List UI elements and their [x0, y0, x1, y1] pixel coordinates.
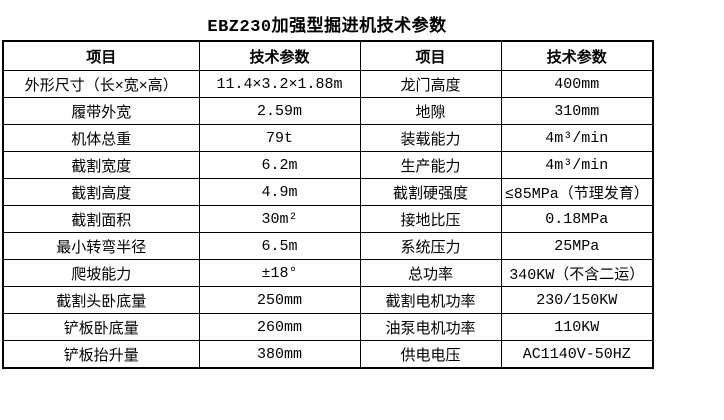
param-value-cell: 260mm [198, 313, 361, 341]
param-value-cell: ≤85MPa（节理发育） [500, 178, 654, 206]
param-value-cell: 4m³/min [500, 124, 654, 152]
param-name-cell: 截割头卧底量 [2, 286, 200, 314]
param-value-cell: 6.5m [198, 232, 361, 260]
table-row: 截割高度 4.9m 截割硬强度 ≤85MPa（节理发育） [2, 178, 654, 206]
param-name-cell: 龙门高度 [359, 70, 502, 98]
table-row: 外形尺寸（长×宽×高） 11.4×3.2×1.88m 龙门高度 400mm [2, 70, 654, 98]
param-value-cell: 250mm [198, 286, 361, 314]
param-name-cell: 铲板抬升量 [2, 340, 200, 369]
column-header-value-right: 技术参数 [500, 40, 654, 71]
param-name-cell: 供电电压 [359, 340, 502, 369]
spec-table-body: 外形尺寸（长×宽×高） 11.4×3.2×1.88m 龙门高度 400mm 履带… [2, 70, 654, 369]
table-row: 截割面积 30m² 接地比压 0.18MPa [2, 205, 654, 233]
param-value-cell: 4.9m [198, 178, 361, 206]
param-name-cell: 总功率 [359, 259, 502, 287]
column-header-item-left: 项目 [2, 40, 200, 71]
param-name-cell: 油泵电机功率 [359, 313, 502, 341]
param-value-cell: AC1140V-50HZ [500, 340, 654, 369]
param-value-cell: 380mm [198, 340, 361, 369]
param-name-cell: 截割宽度 [2, 151, 200, 179]
table-row: 机体总重 79t 装载能力 4m³/min [2, 124, 654, 152]
table-row: 最小转弯半径 6.5m 系统压力 25MPa [2, 232, 654, 260]
param-name-cell: 履带外宽 [2, 97, 200, 125]
param-value-cell: ±18° [198, 259, 361, 287]
param-name-cell: 截割高度 [2, 178, 200, 206]
table-row: 铲板卧底量 260mm 油泵电机功率 110KW [2, 313, 654, 341]
param-value-cell: 2.59m [198, 97, 361, 125]
param-value-cell: 0.18MPa [500, 205, 654, 233]
param-name-cell: 爬坡能力 [2, 259, 200, 287]
header-row: 项目 技术参数 项目 技术参数 [2, 40, 654, 71]
param-name-cell: 截割硬强度 [359, 178, 502, 206]
table-row: 铲板抬升量 380mm 供电电压 AC1140V-50HZ [2, 340, 654, 369]
param-value-cell: 11.4×3.2×1.88m [198, 70, 361, 98]
param-name-cell: 外形尺寸（长×宽×高） [2, 70, 200, 98]
column-header-value-left: 技术参数 [198, 40, 361, 71]
param-name-cell: 截割面积 [2, 205, 200, 233]
param-value-cell: 340KW（不含二运） [500, 259, 654, 287]
table-row: 履带外宽 2.59m 地隙 310mm [2, 97, 654, 125]
table-row: 截割头卧底量 250mm 截割电机功率 230/150KW [2, 286, 654, 314]
param-value-cell: 110KW [500, 313, 654, 341]
param-name-cell: 地隙 [359, 97, 502, 125]
param-name-cell: 接地比压 [359, 205, 502, 233]
param-value-cell: 25MPa [500, 232, 654, 260]
param-value-cell: 230/150KW [500, 286, 654, 314]
table-row: 爬坡能力 ±18° 总功率 340KW（不含二运） [2, 259, 654, 287]
spec-table: 项目 技术参数 项目 技术参数 外形尺寸（长×宽×高） 11.4×3.2×1.8… [2, 40, 654, 369]
column-header-item-right: 项目 [359, 40, 502, 71]
param-name-cell: 装载能力 [359, 124, 502, 152]
param-name-cell: 截割电机功率 [359, 286, 502, 314]
param-value-cell: 30m² [198, 205, 361, 233]
param-name-cell: 铲板卧底量 [2, 313, 200, 341]
param-value-cell: 310mm [500, 97, 654, 125]
param-value-cell: 400mm [500, 70, 654, 98]
table-row: 截割宽度 6.2m 生产能力 4m³/min [2, 151, 654, 179]
param-name-cell: 机体总重 [2, 124, 200, 152]
spec-table-header: 项目 技术参数 项目 技术参数 [2, 40, 654, 71]
param-name-cell: 最小转弯半径 [2, 232, 200, 260]
param-name-cell: 生产能力 [359, 151, 502, 179]
param-name-cell: 系统压力 [359, 232, 502, 260]
param-value-cell: 6.2m [198, 151, 361, 179]
page-title: EBZ230加强型掘进机技术参数 [207, 18, 447, 37]
param-value-cell: 79t [198, 124, 361, 152]
param-value-cell: 4m³/min [500, 151, 654, 179]
